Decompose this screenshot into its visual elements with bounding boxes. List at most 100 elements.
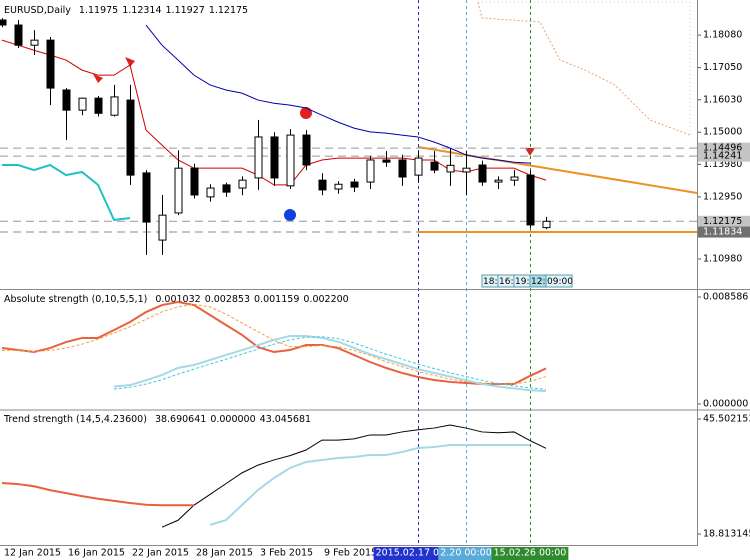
panel-title: Trend strength (14,5,4.23600) 38.690641 0.…: [3, 414, 311, 425]
candle-body: [510, 176, 519, 181]
x-tick-label: 16 Jan 2015: [68, 548, 125, 559]
candle-body: [142, 172, 151, 223]
y-tick-label: 1.17050: [703, 62, 742, 73]
x-tick-label: 3 Feb 2015: [260, 548, 313, 559]
x-tick-label: 22 Jan 2015: [132, 548, 189, 559]
series-line: [1, 301, 547, 386]
series-line: [113, 334, 547, 393]
x-tick-label: 12 Jan 2015: [4, 548, 61, 559]
candle-body: [414, 157, 423, 176]
title-text: EURUSD,Daily: [4, 5, 71, 16]
y-tick-label: 1.10980: [703, 253, 742, 264]
header-value: 43.045681: [260, 414, 311, 425]
x-cursor-tag: [491, 547, 569, 560]
series-line: [2, 163, 131, 221]
cloud-edge: [478, 1, 691, 135]
y-tick-label: 1.18080: [703, 30, 742, 41]
header-value: 0.000000: [210, 414, 255, 425]
candle-body: [110, 96, 119, 116]
x-cursor-tag: [438, 547, 494, 560]
candle-body: [382, 159, 391, 163]
ichimoku-cloud: [477, 1, 691, 136]
panel-title: Absolute strength (0,10,5,5,1) 0.001032 0.…: [4, 294, 349, 305]
y-tick-label: 0.000000: [703, 399, 748, 410]
price-tag-label: 1.14241: [703, 151, 742, 162]
price-tag: [698, 215, 750, 227]
candle-body: [526, 174, 535, 226]
price-tag-label: 1.14496: [703, 143, 742, 154]
signal-dot: [300, 107, 312, 119]
header-value: 1.12175: [209, 5, 248, 16]
price-tag-label: 1.12175: [703, 216, 742, 227]
y-tick-label: 1.15000: [703, 127, 742, 138]
series-line: [2, 303, 547, 385]
timer-label: 09:00: [547, 277, 573, 287]
timer-label: 16:: [499, 277, 513, 287]
header-value: 0.002853: [205, 294, 250, 305]
candle-body: [238, 179, 247, 189]
price-tag: [698, 142, 750, 154]
candle-body: [462, 167, 471, 173]
candle-body: [222, 184, 231, 193]
header-value: 38.690641: [155, 414, 206, 425]
candle-body: [254, 136, 263, 179]
candle-body: [318, 179, 327, 191]
y-tick-label: 0.008586: [703, 291, 748, 302]
y-tick-label: 1.13980: [703, 159, 742, 170]
candle-body: [286, 134, 295, 187]
candle-body: [190, 167, 199, 196]
header-value: 1.12314: [122, 5, 161, 16]
header-value: 0.001159: [254, 294, 299, 305]
header-value: 1.11975: [79, 5, 118, 16]
price-tag-label: 1.11834: [703, 227, 742, 238]
candle-body: [126, 99, 135, 176]
price-tag: [698, 226, 750, 238]
candle-body: [302, 134, 311, 166]
candle-body: [446, 164, 455, 173]
series-line: [209, 443, 530, 526]
x-tick-label: 9 Feb 2015: [324, 548, 377, 559]
header-value: 0.001032: [155, 294, 200, 305]
candle-body: [430, 161, 439, 171]
x-tick-label: 28 Jan 2015: [196, 548, 253, 559]
x-cursor-label: 15.02.26 00:00: [494, 548, 567, 559]
candle-body: [14, 24, 23, 46]
series-line: [1, 482, 194, 507]
candle-body: [334, 183, 343, 190]
candle-body: [94, 97, 103, 114]
candle-body: [350, 181, 359, 188]
candle-body: [174, 167, 183, 214]
candle-body: [542, 220, 551, 229]
candle-body: [46, 39, 55, 89]
candle-body: [30, 39, 39, 46]
candle-body: [0, 19, 7, 26]
x-cursor-label: 2015.02.17 00:00: [376, 548, 461, 559]
candle-body: [270, 136, 279, 179]
price-tag: [698, 150, 750, 162]
title-text: Absolute strength (0,10,5,5,1): [4, 294, 147, 305]
candle-body: [158, 214, 167, 241]
y-tick-label: 45.502153: [703, 414, 750, 425]
y-tick-label: 1.16030: [703, 94, 742, 105]
timer-box: [545, 274, 573, 288]
candle-body: [62, 89, 71, 111]
series-line: [161, 424, 547, 528]
candle-body: [206, 187, 215, 198]
x-cursor-label: 2.20 00:00: [440, 548, 492, 559]
panel-title: EURUSD,Daily 1.11975 1.12314 1.11927 1.12175: [4, 5, 248, 16]
title-text: Trend strength (14,5,4.23600): [3, 414, 147, 425]
timer-label: 19:: [515, 277, 529, 287]
candle-body: [366, 159, 375, 183]
candle-body: [494, 179, 503, 183]
timer-label: 12:: [531, 277, 545, 287]
header-value: 1.11927: [166, 5, 205, 16]
header-value: 0.002200: [303, 294, 348, 305]
candle-body: [398, 159, 407, 178]
y-tick-label: 18.813145: [703, 528, 750, 539]
signal-dot: [284, 209, 296, 221]
y-tick-label: 1.12950: [703, 191, 742, 202]
candle-body: [78, 97, 87, 111]
